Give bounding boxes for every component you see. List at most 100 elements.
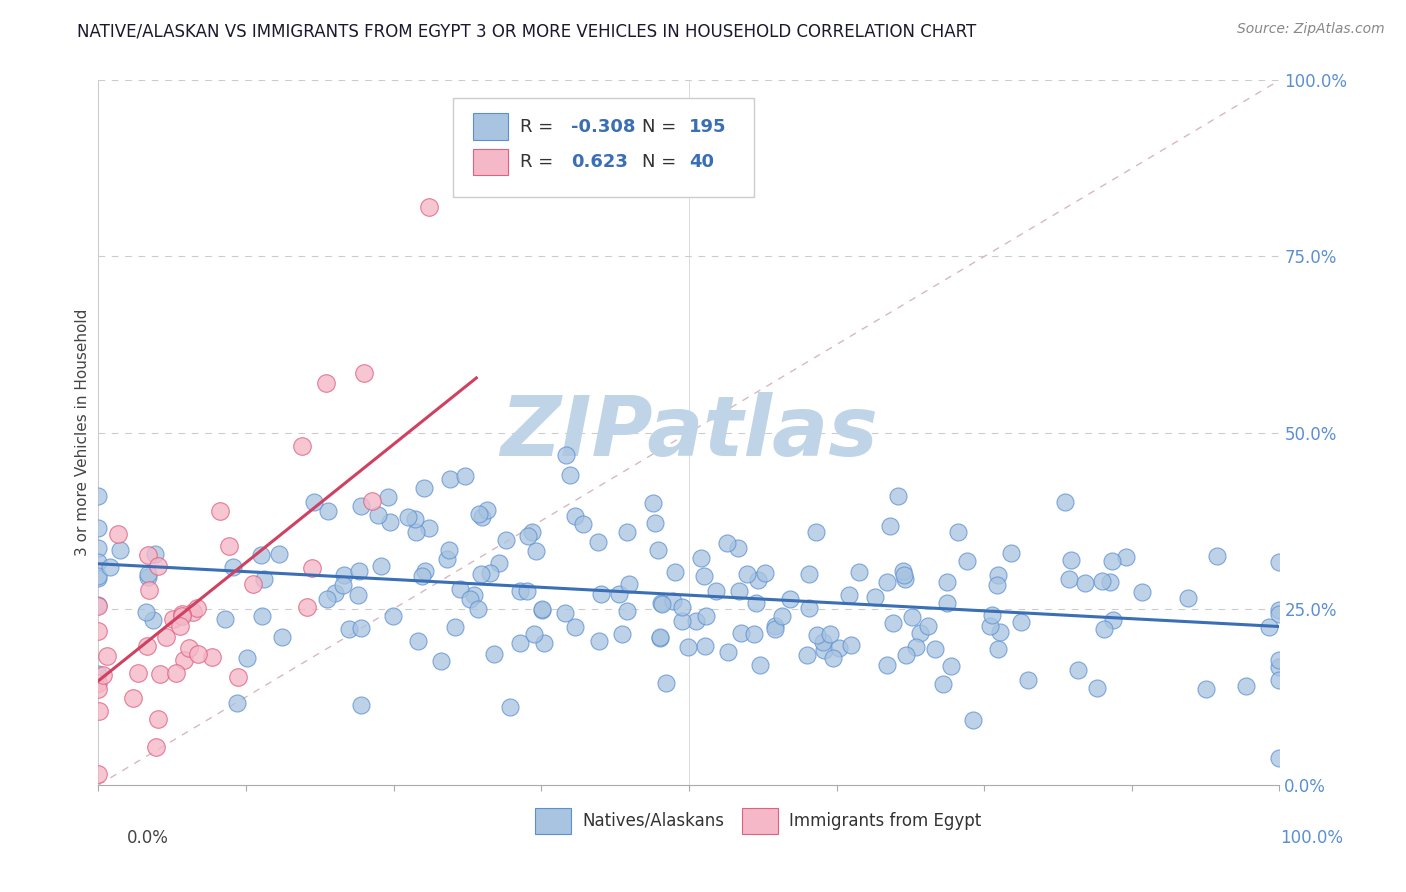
Text: 195: 195 [689, 118, 727, 136]
Point [418, 200, 440, 214]
Point [1268, 653, 1291, 667]
Point [148, 712, 170, 726]
Point [252, 609, 274, 624]
Point [891, 564, 914, 578]
Point [554, 448, 576, 462]
Point [1257, 620, 1279, 634]
Point [650, 596, 672, 610]
Point [728, 584, 751, 599]
Point [271, 631, 294, 645]
Point [811, 634, 834, 648]
Point [170, 609, 193, 624]
Point [418, 521, 440, 535]
Point [554, 607, 576, 621]
Point [648, 630, 671, 644]
Point [651, 597, 673, 611]
Point [908, 625, 931, 640]
Point [935, 596, 957, 610]
Point [488, 556, 510, 570]
Point [647, 543, 669, 558]
Point [91, 668, 114, 682]
Point [1268, 603, 1291, 617]
Point [370, 559, 392, 574]
Point [591, 587, 613, 601]
Point [475, 503, 498, 517]
Point [806, 627, 828, 641]
Point [436, 552, 458, 566]
Point [894, 648, 917, 662]
Point [87, 541, 110, 555]
Point [648, 631, 671, 645]
Point [108, 542, 131, 557]
Point [1115, 550, 1137, 565]
Point [796, 648, 818, 663]
Point [347, 589, 370, 603]
Point [87, 521, 110, 535]
Point [893, 568, 915, 582]
Point [616, 604, 638, 618]
Point [693, 639, 716, 653]
Point [523, 627, 546, 641]
Point [643, 496, 665, 510]
Point [1000, 546, 1022, 560]
Point [350, 499, 373, 513]
Point [754, 566, 776, 580]
Point [291, 439, 314, 453]
Point [827, 641, 849, 656]
Point [87, 599, 110, 613]
Point [1017, 673, 1039, 687]
Point [879, 519, 901, 533]
Point [661, 594, 683, 608]
Point [671, 599, 693, 614]
Y-axis label: 3 or more Vehicles in Household: 3 or more Vehicles in Household [75, 309, 90, 557]
Point [1177, 591, 1199, 605]
Point [678, 640, 700, 654]
Point [302, 494, 325, 508]
Point [1101, 613, 1123, 627]
Point [616, 524, 638, 539]
Point [533, 636, 555, 650]
Text: 40: 40 [689, 153, 714, 171]
Text: Natives/Alaskans: Natives/Alaskans [582, 812, 724, 830]
Point [770, 609, 793, 624]
Point [956, 554, 979, 568]
Point [564, 620, 586, 634]
Point [1054, 494, 1077, 508]
Point [87, 572, 110, 586]
Point [893, 572, 915, 586]
Point [100, 559, 122, 574]
Point [716, 645, 738, 659]
Point [170, 607, 193, 621]
Point [333, 568, 356, 582]
Point [242, 576, 264, 591]
Point [449, 582, 471, 596]
Point [509, 583, 531, 598]
Point [87, 704, 110, 718]
Text: R =: R = [520, 153, 560, 171]
Point [742, 627, 765, 641]
Point [820, 627, 842, 641]
Point [499, 699, 522, 714]
Point [87, 569, 110, 583]
Text: -0.308: -0.308 [571, 118, 636, 136]
Point [905, 640, 928, 655]
Point [405, 524, 427, 539]
Point [524, 544, 547, 558]
Point [87, 555, 110, 569]
Point [1268, 673, 1291, 687]
Point [572, 516, 595, 531]
Point [136, 548, 159, 562]
Point [690, 550, 713, 565]
Point [162, 612, 184, 626]
Point [406, 633, 429, 648]
Point [1091, 574, 1114, 588]
Point [315, 376, 337, 390]
Text: Immigrants from Egypt: Immigrants from Egypt [789, 812, 981, 830]
Point [214, 612, 236, 626]
Point [201, 650, 224, 665]
Point [325, 585, 347, 599]
Point [749, 657, 772, 672]
Point [87, 624, 110, 639]
Point [468, 507, 491, 521]
Point [122, 690, 145, 705]
